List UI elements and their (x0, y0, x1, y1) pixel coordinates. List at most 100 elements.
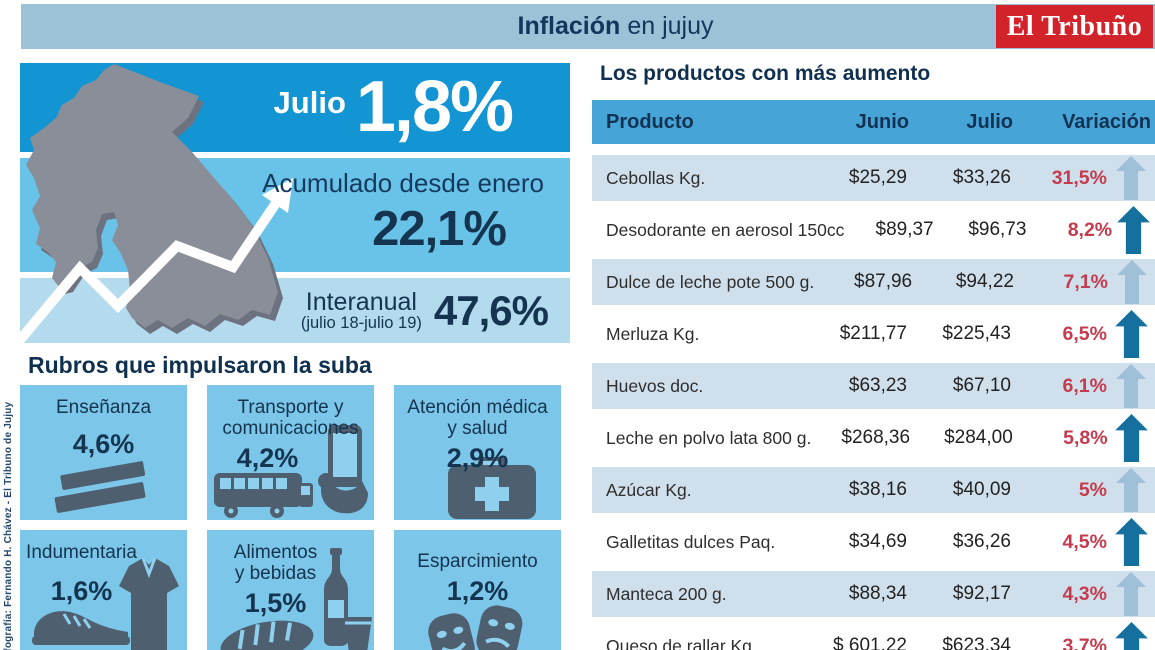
page-title-bold: Inflación (517, 12, 621, 40)
june-price-cell: $25,29 (848, 167, 907, 188)
july-price-cell: $225,43 (942, 323, 1011, 344)
sneaker-icon (32, 611, 130, 645)
variation-cell: 5% (1078, 478, 1107, 501)
june-price-cell: $34,69 (848, 531, 907, 552)
column-header-julio: Julio (966, 110, 1013, 133)
table-row: Dulce de leche pote 500 g. $87,96 $94,22… (592, 256, 1155, 308)
variation-cell: 8,2% (1067, 218, 1113, 241)
accumulated-value: 22,1% (372, 202, 507, 256)
table-title: Los productos con más aumento (600, 62, 931, 85)
july-price-cell: $96,73 (968, 219, 1027, 240)
rubro-value: 1,2% (446, 575, 509, 606)
july-label: Julio (273, 85, 346, 120)
header-bar: Inflación en jujuy (21, 4, 1155, 49)
july-price-cell: $623,34 (942, 635, 1011, 650)
rubros-section-title: Rubros que impulsaron la suba (28, 352, 372, 378)
column-header-junio: Junio (855, 110, 909, 133)
variation-cell: 5,8% (1063, 426, 1108, 449)
table-row: Galletitas dulces Paq. $34,69 $36,26 4,5… (592, 516, 1155, 568)
june-price-cell: $211,77 (839, 323, 907, 344)
up-arrow-icon (1114, 310, 1148, 358)
page-title: Inflación en jujuy (518, 12, 714, 41)
phone-hand-icon (318, 425, 368, 514)
product-cell: Azúcar Kg. (606, 479, 692, 500)
july-value: 1,8% (355, 67, 514, 147)
june-price-cell: $38,16 (848, 479, 907, 500)
books-icon (52, 459, 148, 515)
variation-cell: 6,1% (1062, 374, 1107, 397)
rubro-transporte: Transporte y comunicaciones 4,2% (207, 385, 374, 520)
up-arrow-icon (1117, 206, 1150, 254)
column-header-variacion: Variación (1062, 110, 1151, 133)
variation-cell: 4,3% (1062, 582, 1107, 605)
interannual-period: (julio 18-julio 19) (300, 313, 422, 332)
variation-cell: 6,5% (1062, 322, 1107, 345)
page-title-rest: en jujuy (627, 12, 714, 40)
table-row: Azúcar Kg. $38,16 $40,09 5% (592, 464, 1155, 516)
medical-case-icon (448, 457, 536, 519)
july-price-cell: $284,00 (944, 427, 1013, 448)
june-price-cell: $88,34 (848, 583, 907, 604)
june-price-cell: $63,23 (848, 375, 907, 396)
bread-icon (220, 620, 314, 650)
product-cell: Galletitas dulces Paq. (606, 531, 776, 552)
rubro-value: 4,2% (236, 442, 299, 473)
july-price-cell: $33,26 (952, 167, 1011, 188)
variation-cell: 31,5% (1051, 166, 1107, 189)
rubro-label: Alimentos y bebidas (233, 542, 318, 584)
rubro-esparcimiento: Esparcimiento 1,2% (394, 530, 561, 650)
rubro-label: Indumentaria (26, 542, 137, 563)
up-arrow-icon (1116, 156, 1146, 200)
product-cell: Leche en polvo lata 800 g. (606, 427, 812, 448)
table-row: Merluza Kg. $211,77 $225,43 6,5% (592, 308, 1155, 360)
credit-byline: Infografía: Fernando H. Chávez - El Trib… (3, 401, 14, 650)
rubro-alimentos: Alimentos y bebidas 1,5% (207, 530, 374, 650)
june-price-cell: $ 601,22 (833, 635, 907, 650)
rubro-value: 4,6% (72, 428, 135, 459)
up-arrow-icon (1116, 468, 1146, 512)
table-row: Queso de rallar Kg. $ 601,22 $623,34 3,7… (592, 620, 1155, 650)
up-arrow-icon (1116, 364, 1146, 408)
el-tribuno-logo-text: El Tribuño (1006, 10, 1143, 42)
variation-cell: 3,7% (1062, 634, 1107, 650)
rubro-value: 2,9% (446, 442, 509, 473)
bottle-icon (324, 548, 348, 646)
product-cell: Huevos doc. (606, 375, 704, 396)
shirt-icon (119, 557, 179, 650)
up-arrow-icon (1114, 518, 1148, 566)
rubro-value: 1,6% (50, 575, 113, 606)
rubro-value: 1,5% (244, 587, 307, 618)
june-price-cell: $89,37 (875, 219, 934, 240)
variation-cell: 7,1% (1063, 270, 1108, 293)
bus-icon (214, 473, 313, 518)
cup-icon (344, 617, 372, 650)
interannual-band: Interanual (julio 18-julio 19) 47,6% (20, 278, 570, 343)
interannual-value: 47,6% (433, 286, 549, 334)
june-price-cell: $268,36 (841, 427, 911, 448)
variation-cell: 4,5% (1062, 530, 1107, 553)
rubro-label: Transporte y comunicaciones (222, 397, 359, 439)
product-cell: Manteca 200 g. (606, 583, 727, 604)
product-cell: Dulce de leche pote 500 g. (606, 271, 815, 292)
product-cell: Merluza Kg. (606, 323, 700, 344)
table-row: Huevos doc. $63,23 $67,10 6,1% (592, 360, 1155, 412)
rubro-label: Atención médica y salud (407, 397, 548, 439)
table-row: Leche en polvo lata 800 g. $268,36 $284,… (592, 412, 1155, 464)
table-body: Cebollas Kg. $25,29 $33,26 31,5% Desodor… (592, 152, 1155, 650)
july-price-cell: $67,10 (952, 375, 1011, 396)
july-price-cell: $94,22 (955, 271, 1014, 292)
rubro-indumentaria: Indumentaria 1,6% (20, 530, 187, 650)
product-cell: Desodorante en aerosol 150cc (606, 219, 845, 240)
table-row: Desodorante en aerosol 150cc $89,37 $96,… (592, 204, 1155, 256)
accumulated-band: Acumulado desde enero 22,1% (20, 158, 570, 272)
july-inflation-band: Julio 1,8% (20, 63, 570, 152)
theater-masks-icon (428, 605, 523, 650)
july-price-cell: $40,09 (952, 479, 1011, 500)
rubro-label: Esparcimiento (417, 551, 538, 572)
table-row: Manteca 200 g. $88,34 $92,17 4,3% (592, 568, 1155, 620)
up-arrow-icon (1116, 260, 1147, 304)
up-arrow-icon (1114, 414, 1148, 462)
july-price-cell: $36,26 (952, 531, 1011, 552)
july-price-cell: $92,17 (952, 583, 1011, 604)
